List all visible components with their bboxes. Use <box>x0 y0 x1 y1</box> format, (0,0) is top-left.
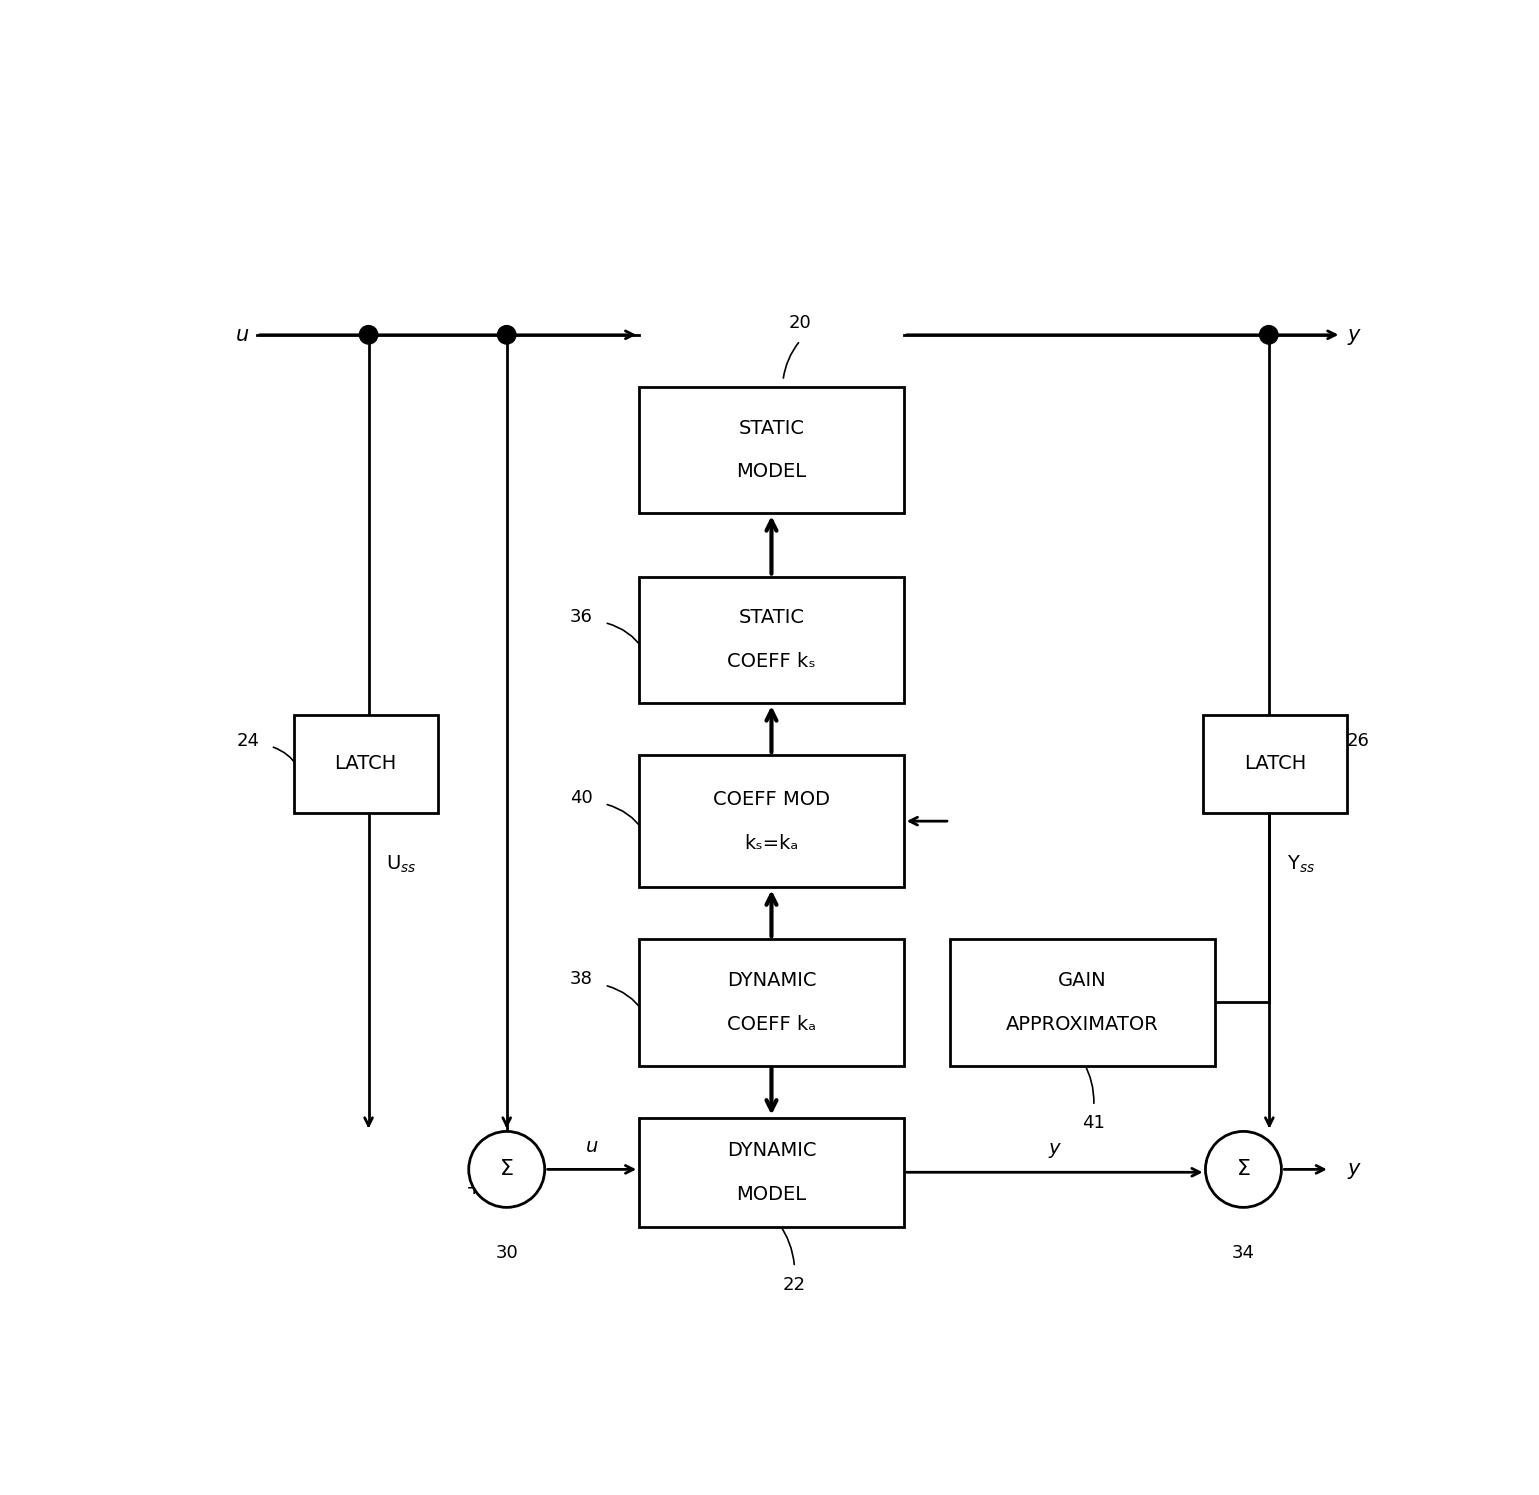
Text: $\Sigma$: $\Sigma$ <box>1236 1160 1251 1180</box>
Text: 41: 41 <box>1082 1114 1105 1132</box>
Text: 34: 34 <box>1231 1244 1254 1262</box>
Bar <box>639 387 903 513</box>
Text: +: + <box>1231 1132 1248 1150</box>
Bar <box>639 755 903 888</box>
Text: DYNAMIC: DYNAMIC <box>726 972 816 990</box>
Text: LATCH: LATCH <box>1244 753 1307 773</box>
Text: 24: 24 <box>235 731 259 749</box>
Text: 20: 20 <box>790 314 811 332</box>
Text: U$_{ss}$: U$_{ss}$ <box>386 854 416 875</box>
Bar <box>1203 715 1347 813</box>
Text: MODEL: MODEL <box>736 462 806 481</box>
Text: kₛ=kₐ: kₛ=kₐ <box>745 834 799 852</box>
Text: y: y <box>1347 324 1359 345</box>
Text: y: y <box>1347 1160 1359 1180</box>
Text: Y$_{ss}$: Y$_{ss}$ <box>1287 854 1314 875</box>
Text: 38: 38 <box>569 970 593 988</box>
Text: +: + <box>466 1180 483 1197</box>
Text: −: − <box>494 1135 511 1154</box>
Circle shape <box>360 326 377 344</box>
Text: STATIC: STATIC <box>739 608 805 628</box>
Text: 30: 30 <box>496 1244 519 1262</box>
Text: LATCH: LATCH <box>334 753 397 773</box>
Circle shape <box>469 1132 545 1208</box>
Text: COEFF kₛ: COEFF kₛ <box>726 652 816 671</box>
Text: DYNAMIC: DYNAMIC <box>726 1141 816 1160</box>
Text: 36: 36 <box>569 608 593 626</box>
Circle shape <box>497 326 516 344</box>
Text: COEFF kₐ: COEFF kₐ <box>726 1015 816 1035</box>
Text: GAIN: GAIN <box>1057 972 1107 990</box>
Text: y: y <box>1050 1139 1060 1159</box>
Text: STATIC: STATIC <box>739 419 805 438</box>
Bar <box>639 939 903 1066</box>
Text: 22: 22 <box>783 1275 806 1293</box>
Text: +: + <box>1203 1153 1219 1171</box>
Text: APPROXIMATOR: APPROXIMATOR <box>1007 1015 1159 1035</box>
Bar <box>639 577 903 703</box>
Text: 26: 26 <box>1347 731 1370 749</box>
Text: u: u <box>235 324 249 345</box>
Text: 40: 40 <box>569 789 593 807</box>
Bar <box>294 715 437 813</box>
Text: $\Sigma$: $\Sigma$ <box>499 1160 514 1180</box>
Text: MODEL: MODEL <box>736 1184 806 1203</box>
Circle shape <box>1259 326 1277 344</box>
Circle shape <box>1205 1132 1282 1208</box>
Bar <box>639 1118 903 1227</box>
Text: u: u <box>586 1136 599 1156</box>
Bar <box>950 939 1214 1066</box>
Text: COEFF MOD: COEFF MOD <box>713 789 830 809</box>
